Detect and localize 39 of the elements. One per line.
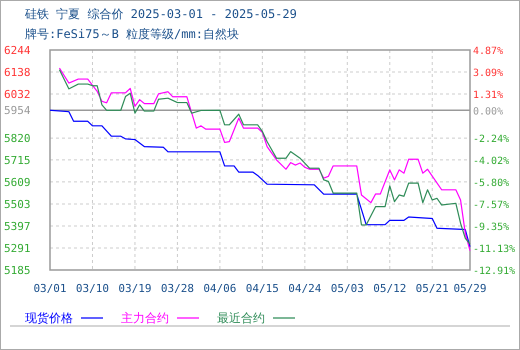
y-tick-label: 5503	[4, 198, 30, 211]
y-tick-label: 5715	[4, 154, 30, 167]
y-tick-label: 6032	[4, 88, 30, 102]
x-tick-label: 03/10	[76, 282, 110, 295]
x-tick-label: 03/28	[160, 282, 194, 295]
y2-tick-label: -9.35%	[473, 222, 510, 233]
x-tick-label: 03/19	[118, 282, 152, 295]
y2-tick-label: 4.87%	[473, 46, 504, 57]
y2-tick-label: 3.09%	[473, 68, 504, 80]
y-tick-label: 5185	[4, 264, 30, 277]
y-tick-label: 5291	[4, 242, 30, 255]
y2-tick-label: -4.02%	[473, 156, 510, 167]
x-tick-label: 04/24	[288, 282, 322, 295]
legend-label: 最近合约	[217, 311, 265, 325]
x-tick-label: 05/12	[373, 282, 406, 295]
x-tick-label: 05/29	[453, 282, 487, 295]
x-tick-label: 05/21	[416, 282, 449, 295]
y-tick-label: 6244	[4, 44, 31, 57]
y2-tick-label: 0.00%	[473, 106, 504, 118]
y-tick-label: 5954	[4, 104, 31, 118]
legend-label: 主力合约	[121, 311, 169, 325]
y-tick-label: 5820	[4, 132, 30, 146]
x-tick-label: 03/01	[33, 282, 67, 295]
y2-tick-label: -12.91%	[473, 266, 516, 277]
chart-title: 硅铁 宁夏 综合价 2025-03-01 - 2025-05-29	[24, 7, 297, 21]
line-series	[49, 110, 471, 248]
legend-label: 现货价格	[25, 311, 73, 325]
y2-tick-label: -11.13%	[473, 244, 516, 255]
x-tick-label: 04/15	[246, 282, 279, 295]
y-tick-label: 6138	[4, 66, 30, 80]
y2-tick-label: 1.31%	[473, 90, 504, 102]
x-tick-label: 05/03	[330, 282, 364, 295]
y-tick-label: 5609	[4, 176, 30, 189]
y2-tick-label: -2.24%	[473, 134, 510, 145]
y-tick-label: 5397	[4, 220, 30, 233]
x-tick-label: 04/06	[203, 282, 236, 295]
y2-tick-label: -5.80%	[473, 178, 510, 190]
chart-subtitle: 牌号:FeSi75～B 粒度等级/mm:自然块	[25, 27, 239, 41]
y2-tick-label: -7.57%	[473, 200, 510, 211]
